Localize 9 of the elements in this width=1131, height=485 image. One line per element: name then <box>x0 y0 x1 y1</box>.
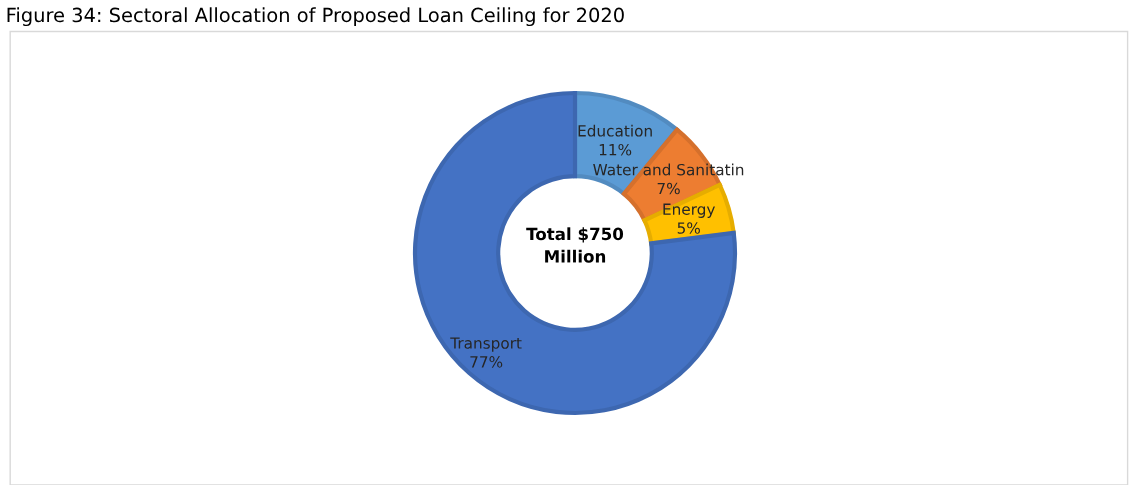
slice-label: Energy <box>663 203 715 218</box>
slice-label: Transport <box>450 337 522 352</box>
slice-label: Education <box>578 124 652 137</box>
data-label: 7% <box>657 182 680 195</box>
text: Total $750 Million <box>526 227 624 263</box>
data-label: 77% <box>470 356 503 368</box>
data-label: 11% <box>599 143 632 156</box>
data-label: 5% <box>677 222 700 234</box>
chart-title: Figure 34: Sectoral Allocation of Proposed Loan Ceiling for 2020 <box>7 7 624 27</box>
